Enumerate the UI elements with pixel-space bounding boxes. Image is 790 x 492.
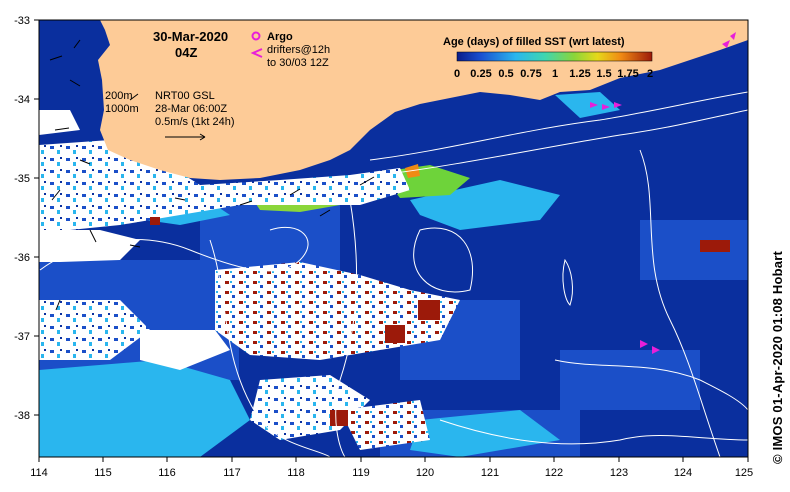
legend-colorbar (456, 51, 653, 62)
x-tick-label: 116 (158, 467, 176, 479)
map-annotations: 200m 1000m NRT00 GSL 28-Mar 06:00Z 0.5m/… (105, 90, 234, 141)
legend-tick: 0 (454, 68, 460, 80)
legend-tick: 0.5 (498, 68, 513, 80)
x-tick-label: 115 (94, 467, 112, 479)
x-tick-label: 120 (416, 467, 434, 479)
map-time: 04Z (175, 45, 197, 60)
argo-icon (251, 31, 261, 41)
x-tick-label: 124 (674, 467, 692, 479)
x-tick-label: 121 (481, 467, 499, 479)
argo-legend: Argo drifters@12h to 30/03 12Z (250, 31, 330, 69)
drifter-tracks (590, 32, 736, 354)
y-tick-label: -38 (14, 410, 30, 422)
depth-200-label: 200m (105, 90, 133, 102)
legend-tick: 2 (647, 68, 653, 80)
x-tick-label: 122 (545, 467, 563, 479)
gsl-time: 28-Mar 06:00Z (155, 103, 227, 115)
x-tick-label: 119 (352, 467, 370, 479)
gsl-scale: 0.5m/s (1kt 24h) (155, 116, 234, 128)
drifter-icon (250, 48, 263, 58)
legend-tick: 0.75 (520, 68, 541, 80)
imos-credit: © IMOS 01-Apr-2020 01:08 Hobart (770, 250, 785, 464)
drifters-period: to 30/03 12Z (267, 57, 329, 69)
x-axis: 114 115 116 117 118 119 120 121 122 123 … (30, 457, 753, 479)
x-tick-label: 118 (287, 467, 305, 479)
y-tick-label: -37 (14, 331, 30, 343)
legend-tick: 1.5 (596, 68, 611, 80)
argo-label: Argo (267, 31, 293, 43)
legend-tick: 0.25 (470, 68, 491, 80)
drifters-label: drifters@12h (267, 44, 330, 56)
contour-lines (39, 91, 748, 457)
x-tick-label: 114 (30, 467, 48, 479)
x-tick-label: 123 (610, 467, 628, 479)
x-tick-label: 117 (223, 467, 241, 479)
y-tick-label: -35 (14, 173, 30, 185)
y-axis: -33 -34 -35 -36 -37 -38 (14, 15, 39, 422)
plot-frame (38, 19, 749, 458)
legend-tick: 1 (552, 68, 558, 80)
legend-tick: 1.25 (569, 68, 590, 80)
x-tick-label: 125 (735, 467, 753, 479)
current-arrows (49, 39, 375, 311)
y-tick-label: -36 (14, 252, 30, 264)
y-tick-label: -33 (14, 15, 30, 27)
y-tick-label: -34 (14, 94, 30, 106)
depth-1000-label: 1000m (105, 103, 139, 115)
legend-title: Age (days) of filled SST (wrt latest) (443, 36, 625, 48)
age-legend: Age (days) of filled SST (wrt latest) 0 … (443, 36, 653, 80)
legend-tick: 1.75 (617, 68, 638, 80)
gsl-label: NRT00 GSL (155, 90, 215, 102)
map-date: 30-Mar-2020 (153, 29, 228, 44)
